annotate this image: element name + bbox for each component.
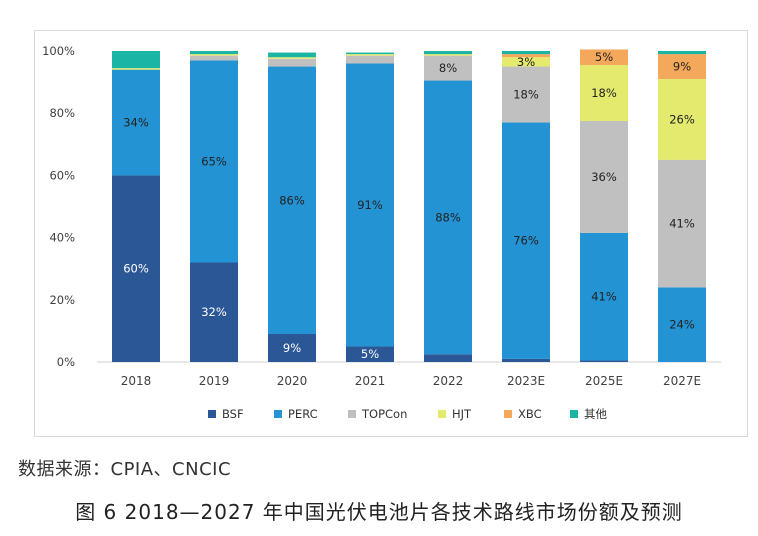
bar-segment: [658, 287, 706, 362]
bar-segment: [424, 54, 472, 56]
bar-segment: [190, 60, 238, 263]
data-label: 5%: [361, 347, 379, 361]
bar-segment: [658, 159, 706, 288]
data-label: 41%: [669, 217, 695, 231]
bar-segment: [346, 52, 394, 55]
y-tick-label: 100%: [42, 44, 75, 58]
y-tick-label: 80%: [49, 106, 75, 120]
bar-segment: [658, 54, 706, 79]
legend-swatch: [348, 410, 356, 418]
data-label: 86%: [279, 193, 305, 207]
bar-segment: [424, 51, 472, 55]
bar-segment: [190, 262, 238, 362]
bar-segment: [580, 49, 628, 65]
bar-segment: [112, 69, 160, 176]
bar-segment: [346, 63, 394, 347]
x-tick-label: 2022: [433, 374, 464, 388]
data-label: 24%: [669, 318, 695, 332]
bar-segment: [502, 358, 550, 362]
data-label: 91%: [357, 198, 383, 212]
legend-label: XBC: [518, 407, 542, 421]
bar-segment: [580, 64, 628, 121]
legend-label: HJT: [452, 407, 472, 421]
bar-segment: [502, 57, 550, 67]
data-label: 26%: [669, 112, 695, 126]
bar-segment: [268, 58, 316, 67]
bar-segment: [424, 80, 472, 355]
legend-swatch: [274, 410, 282, 418]
bar-segment: [424, 354, 472, 362]
bar-segment: [346, 54, 394, 56]
data-label: 34%: [123, 116, 149, 130]
bar-segment: [268, 52, 316, 58]
x-tick-label: 2025E: [585, 374, 623, 388]
data-label: 60%: [123, 262, 149, 276]
data-label: 76%: [513, 234, 539, 248]
bar-segment: [268, 57, 316, 59]
chart-frame: 0% 20% 40% 60% 80% 100% 60% 34% 2018 32% 65% 2019 9%…: [34, 30, 748, 437]
bar-segment: [580, 232, 628, 361]
data-label: 65%: [201, 154, 227, 168]
bar-segment: [268, 66, 316, 335]
y-tick-label: 40%: [49, 231, 75, 245]
bar-segment: [346, 346, 394, 362]
bar-segment: [580, 120, 628, 233]
bar-segment: [112, 175, 160, 362]
bar-segment: [268, 334, 316, 362]
legend-swatch: [570, 410, 578, 418]
x-tick-label: 2020: [277, 374, 308, 388]
bar-segment: [112, 68, 160, 70]
bar-segment: [346, 55, 394, 64]
data-label: 3%: [517, 55, 535, 69]
data-label: 5%: [595, 50, 613, 64]
x-tick-label: 2023E: [507, 374, 545, 388]
x-tick-label: 2021: [355, 374, 386, 388]
data-label: 41%: [591, 290, 617, 304]
bar-segment: [658, 78, 706, 160]
data-label: 32%: [201, 305, 227, 319]
bar-segment: [580, 360, 628, 362]
bar-segment: [424, 55, 472, 81]
legend-swatch: [208, 410, 216, 418]
bar-segment: [502, 66, 550, 123]
legend-swatch: [438, 410, 446, 418]
stacked-bar-chart: 0% 20% 40% 60% 80% 100% 60% 34% 2018 32% 65% 2019 9%…: [42, 44, 721, 421]
data-label: 18%: [591, 86, 617, 100]
data-label: 18%: [513, 88, 539, 102]
legend-label: 其他: [584, 407, 607, 421]
source-note: 数据来源：CPIA、CNCIC: [18, 459, 232, 480]
x-tick-label: 2019: [199, 374, 230, 388]
bar-segment: [502, 51, 550, 55]
data-label: 9%: [283, 341, 301, 355]
x-tick-label: 2027E: [663, 374, 701, 388]
y-tick-label: 20%: [49, 293, 75, 307]
y-tick-label: 0%: [57, 355, 75, 369]
data-label: 88%: [435, 210, 461, 224]
legend-swatch: [504, 410, 512, 418]
data-label: 8%: [439, 61, 457, 75]
bar-segment: [190, 55, 238, 61]
bar-segment: [190, 51, 238, 55]
bar-segment: [502, 122, 550, 359]
bar-segment: [190, 54, 238, 56]
figure-caption: 图 6 2018—2027 年中国光伏电池片各技术路线市场份额及预测: [75, 500, 683, 524]
bar-segment: [658, 51, 706, 55]
legend-label: BSF: [222, 407, 244, 421]
bar-segment: [112, 51, 160, 69]
legend-label: TOPCon: [361, 407, 407, 421]
y-tick-label: 60%: [49, 168, 75, 182]
bar-segment: [502, 54, 550, 58]
data-label: 36%: [591, 170, 617, 184]
legend-label: PERC: [288, 407, 318, 421]
data-label: 9%: [673, 60, 691, 74]
x-tick-label: 2018: [121, 374, 152, 388]
